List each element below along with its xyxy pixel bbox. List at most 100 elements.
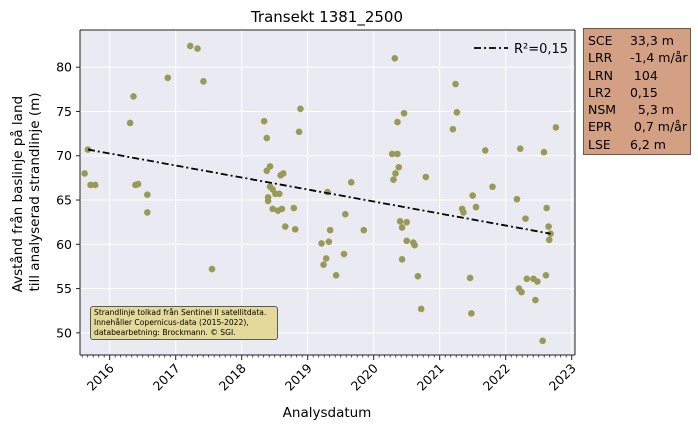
x-tick-label: 2018 (216, 360, 249, 393)
data-point (290, 204, 298, 212)
data-point (390, 176, 397, 183)
data-point (453, 109, 461, 116)
data-point (297, 105, 304, 113)
stat-key: NSM (588, 102, 617, 118)
data-point (532, 296, 539, 304)
data-point (403, 237, 411, 245)
data-point (392, 170, 399, 177)
data-point (263, 134, 271, 142)
data-point (194, 45, 201, 52)
x-axis-ticks: 2016 2017 2018 2019 2020 2021 2022 2023 (84, 355, 579, 394)
data-point (545, 223, 552, 230)
data-point (534, 278, 541, 285)
data-point (134, 180, 142, 188)
data-point (320, 261, 327, 268)
y-tick-label: 80 (56, 60, 72, 75)
x-tick-label: 2016 (84, 360, 117, 393)
data-point (164, 74, 172, 82)
data-point (130, 93, 137, 100)
data-point (279, 170, 287, 177)
data-point (400, 109, 408, 117)
data-point (291, 225, 299, 233)
data-point (452, 80, 459, 88)
y-tick-label: 65 (56, 193, 72, 208)
y-axis-ticks: 50 55 60 65 70 75 80 (56, 60, 80, 340)
data-point (318, 240, 325, 247)
stat-value: 5,3 m (622, 102, 674, 118)
data-point (417, 305, 425, 313)
stat-row-lr2: LR2 0,15 (588, 84, 690, 101)
stat-key: LSE (588, 136, 611, 152)
data-point (398, 256, 406, 263)
data-point (396, 217, 404, 225)
data-point (398, 224, 406, 231)
y-tick-label: 75 (56, 104, 72, 119)
data-point (522, 215, 529, 222)
data-point (513, 195, 521, 203)
statistics-box: SCE 33,3 m LRR -1,4 m/år LRN 104 LR2 0,1… (583, 28, 691, 155)
data-point (543, 204, 550, 212)
data-point (332, 271, 340, 279)
stat-value: -1,4 m/år (622, 50, 688, 66)
data-point (325, 238, 333, 245)
data-point (552, 124, 560, 131)
data-point (264, 197, 272, 205)
data-point (144, 209, 151, 216)
data-point (449, 125, 457, 133)
grid-lines (80, 30, 575, 355)
x-tick-label: 2021 (414, 361, 447, 394)
data-point (489, 183, 496, 191)
data-point (281, 223, 289, 230)
data-point (322, 255, 330, 262)
legend-label: R²=0,15 (514, 42, 568, 57)
y-axis-label: Avstånd från baslinje på land till analy… (9, 92, 43, 293)
x-tick-label: 2019 (282, 360, 315, 393)
stat-value: 6,2 m (622, 136, 666, 152)
data-point (403, 218, 411, 226)
data-point (545, 236, 553, 244)
stat-key: LRR (588, 50, 613, 66)
data-point (523, 275, 531, 283)
data-point (539, 337, 546, 345)
y-tick-label: 55 (56, 281, 72, 296)
stat-row-lrr: LRR -1,4 m/år (588, 49, 690, 66)
data-point (516, 145, 524, 152)
stat-key: LR2 (588, 84, 612, 100)
data-point (518, 288, 525, 296)
y-tick-label: 50 (56, 325, 72, 340)
data-point (542, 271, 550, 279)
stat-key: EPR (588, 119, 613, 135)
data-point (422, 173, 430, 181)
data-point (276, 190, 283, 198)
data-point (460, 209, 467, 216)
data-point (200, 78, 207, 85)
data-point (278, 205, 286, 213)
data-point (394, 118, 401, 126)
data-point (469, 192, 477, 199)
y-axis-label-line-2: till analyserad strandlinje (m) (27, 92, 43, 291)
data-point (260, 117, 268, 125)
stat-row-epr: EPR 0,7 m/år (588, 118, 690, 135)
note-line-3: databearbetning: Brockmann. © SGI. (94, 328, 236, 337)
data-point (266, 163, 274, 170)
x-tick-label: 2022 (480, 361, 513, 394)
data-point (81, 170, 88, 177)
stat-row-lrn: LRN 104 (588, 67, 690, 84)
y-axis-label-line-1: Avstånd från baslinje på land (9, 96, 26, 292)
x-tick-label: 2017 (150, 361, 183, 394)
data-point (472, 203, 480, 211)
data-point (326, 226, 334, 234)
data-point (295, 128, 303, 136)
y-tick-label: 70 (56, 148, 72, 163)
data-point (186, 42, 194, 50)
note-line-2: Innehåller Copernicus-data (2015-2022), (94, 318, 249, 327)
data-point (391, 55, 399, 62)
data-point (208, 265, 216, 273)
stat-row-lse: LSE 6,2 m (588, 136, 690, 153)
data-point (126, 119, 134, 127)
data-point (540, 148, 548, 156)
data-point (340, 250, 348, 258)
stat-value: 33,3 m (622, 33, 674, 48)
stat-key: LRN (588, 67, 613, 83)
